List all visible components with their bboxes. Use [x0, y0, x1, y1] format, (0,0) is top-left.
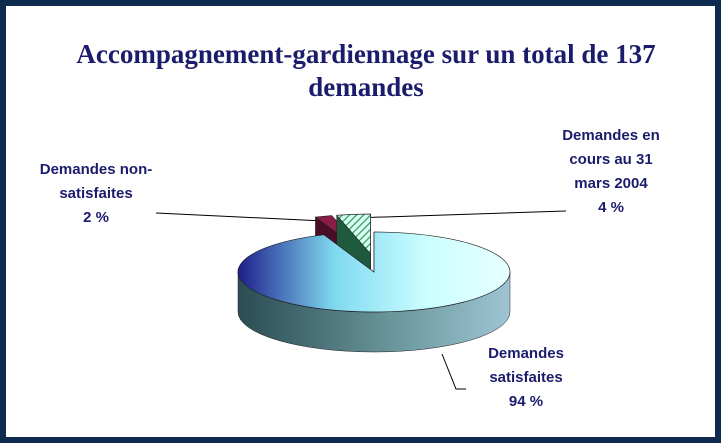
leader-line: [155, 212, 325, 222]
slice-name: Demandes non-satisfaites: [39, 161, 153, 202]
leader-line: [441, 353, 466, 390]
slice-top: [237, 231, 511, 313]
slice-value: 2 %: [83, 209, 109, 226]
slice-value: 94 %: [508, 393, 544, 410]
slice-top: [336, 213, 371, 255]
slice-label: Demandes satisfaites 94 %: [461, 342, 591, 414]
slice-label: Demandes en cours au 31 mars 2004 4 %: [551, 124, 671, 220]
slice-name: Demandes satisfaites: [488, 345, 564, 386]
leader-line: [352, 210, 567, 219]
slice-name: Demandes en cours au 31 mars 2004: [562, 127, 660, 192]
slice-label: Demandes non-satisfaites 2 %: [26, 158, 166, 230]
pie-area: [155, 210, 567, 390]
slice-value: 4 %: [598, 199, 624, 216]
chart-title: Accompagnement-gardiennage sur un total …: [76, 39, 656, 102]
slice: [237, 231, 511, 353]
